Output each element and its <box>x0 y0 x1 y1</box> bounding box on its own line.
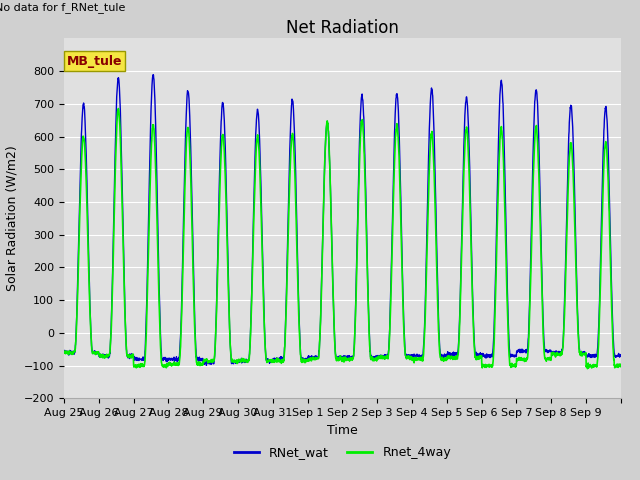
Rnet_4way <box>617 361 625 367</box>
Line: Rnet_4way: Rnet_4way <box>64 108 621 369</box>
Rnet_4way <box>542 355 550 361</box>
Rnet_4way <box>116 122 124 128</box>
Rnet_4way <box>115 106 122 111</box>
RNet_wat <box>149 72 157 78</box>
Text: MB_tule: MB_tule <box>67 55 122 68</box>
RNet_wat <box>60 348 68 354</box>
RNet_wat <box>203 362 211 368</box>
Rnet_4way <box>510 362 518 368</box>
Rnet_4way <box>584 366 591 372</box>
X-axis label: Time: Time <box>327 424 358 437</box>
Text: No data for f_RNet_tule: No data for f_RNet_tule <box>0 2 125 13</box>
Rnet_4way <box>376 354 384 360</box>
RNet_wat <box>617 353 625 359</box>
Line: RNet_wat: RNet_wat <box>64 75 621 365</box>
RNet_wat <box>609 337 617 343</box>
Rnet_4way <box>609 348 617 353</box>
Rnet_4way <box>60 349 68 355</box>
RNet_wat <box>376 352 384 358</box>
Legend: RNet_wat, Rnet_4way: RNet_wat, Rnet_4way <box>228 441 456 464</box>
Title: Net Radiation: Net Radiation <box>286 19 399 37</box>
Rnet_4way <box>236 359 244 364</box>
Y-axis label: Solar Radiation (W/m2): Solar Radiation (W/m2) <box>5 145 18 291</box>
RNet_wat <box>116 90 124 96</box>
RNet_wat <box>542 348 550 354</box>
RNet_wat <box>236 357 244 363</box>
RNet_wat <box>511 354 518 360</box>
